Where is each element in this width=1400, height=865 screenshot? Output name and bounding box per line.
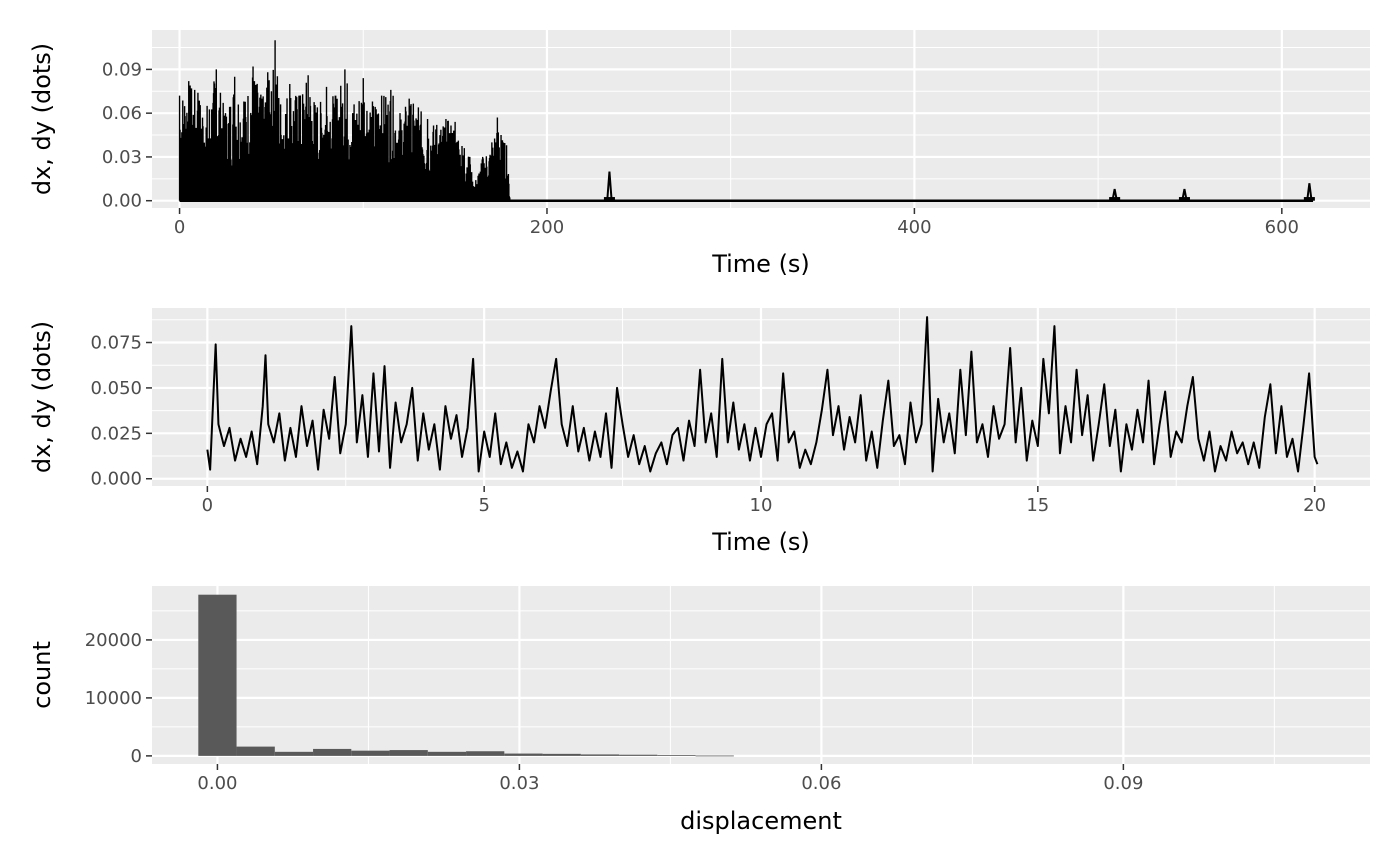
x-tick-label: 0.00	[197, 773, 237, 794]
y-axis-ticks: 0.00 0.03 0.06 0.09	[102, 59, 152, 212]
spike-cluster	[1178, 197, 1190, 201]
y-tick-label: 0.00	[102, 191, 142, 212]
spike-cluster	[1109, 197, 1121, 201]
y-axis-title: dx, dy (dots)	[28, 321, 56, 473]
isolated-spike	[606, 171, 613, 201]
y-tick-label: 0.025	[90, 423, 142, 444]
histogram-bar	[313, 748, 352, 756]
y-tick-label: 10000	[85, 688, 142, 709]
x-axis-ticks: 0 200 400 600	[174, 208, 1299, 238]
x-tick-label: 0	[202, 495, 213, 516]
x-axis-title: Time (s)	[711, 250, 810, 278]
histogram-bar	[542, 753, 581, 756]
histogram-bar	[427, 751, 467, 756]
histogram-bar	[466, 751, 505, 756]
y-axis-ticks: 0 10000 20000	[85, 630, 152, 767]
y-tick-label: 20000	[85, 630, 142, 651]
time-series-panel-zoom: 0 5 10 15 20 0.000 0.025 0.050 0.075 Time (s) d…	[28, 308, 1370, 556]
gridlines	[152, 586, 1370, 764]
x-tick-label: 20	[1303, 495, 1326, 516]
x-tick-label: 400	[897, 217, 931, 238]
histogram-bar	[274, 751, 314, 756]
histogram-bar	[389, 750, 428, 756]
x-tick-label: 0.09	[1103, 773, 1143, 794]
x-axis-ticks: 0 5 10 15 20	[202, 486, 1326, 516]
data-series	[206, 316, 1319, 473]
spike-cluster	[603, 197, 615, 201]
histogram-bar	[695, 755, 734, 757]
x-tick-label: 10	[750, 495, 773, 516]
histogram-bar	[351, 750, 390, 756]
histogram-bars	[198, 594, 734, 757]
x-tick-label: 5	[478, 495, 489, 516]
x-tick-label: 0.06	[801, 773, 841, 794]
x-tick-label: 0.03	[499, 773, 539, 794]
histogram-bar	[580, 754, 620, 756]
x-axis-title: Time (s)	[711, 528, 810, 556]
isolated-spike	[1181, 188, 1188, 201]
x-tick-label: 0	[174, 217, 185, 238]
panel-background	[152, 586, 1370, 764]
histogram-bar	[657, 755, 696, 756]
histogram-panel: 0.00 0.03 0.06 0.09 0 10000 20000 displacemen…	[28, 586, 1370, 835]
y-tick-label: 0.000	[90, 469, 142, 490]
y-tick-label: 0.09	[102, 59, 142, 80]
y-axis-title: count	[28, 641, 56, 709]
histogram-bar	[619, 754, 658, 756]
data-series	[178, 40, 1315, 202]
x-tick-label: 200	[530, 217, 564, 238]
y-axis-ticks: 0.000 0.025 0.050 0.075	[90, 333, 152, 490]
x-tick-label: 600	[1265, 217, 1299, 238]
x-tick-label: 15	[1026, 495, 1049, 516]
signal-spikes	[178, 40, 511, 201]
histogram-bar	[236, 746, 275, 756]
isolated-spike	[1111, 188, 1118, 201]
y-tick-label: 0.06	[102, 103, 142, 124]
series-line	[206, 316, 1319, 473]
y-axis-title: dx, dy (dots)	[28, 43, 56, 195]
histogram-bar	[198, 594, 237, 756]
x-axis-title: displacement	[680, 807, 842, 835]
x-axis-ticks: 0.00 0.03 0.06 0.09	[197, 764, 1143, 794]
y-tick-label: 0	[131, 746, 142, 767]
y-tick-label: 0.050	[90, 378, 142, 399]
spike-cluster	[1303, 197, 1315, 201]
time-series-panel-full: 0 200 400 600 0.00 0.03 0.06 0.09 Time (s) dx,…	[28, 30, 1370, 278]
histogram-bar	[504, 753, 543, 756]
y-tick-label: 0.03	[102, 147, 142, 168]
isolated-spike	[1306, 183, 1313, 201]
y-tick-label: 0.075	[90, 333, 142, 354]
